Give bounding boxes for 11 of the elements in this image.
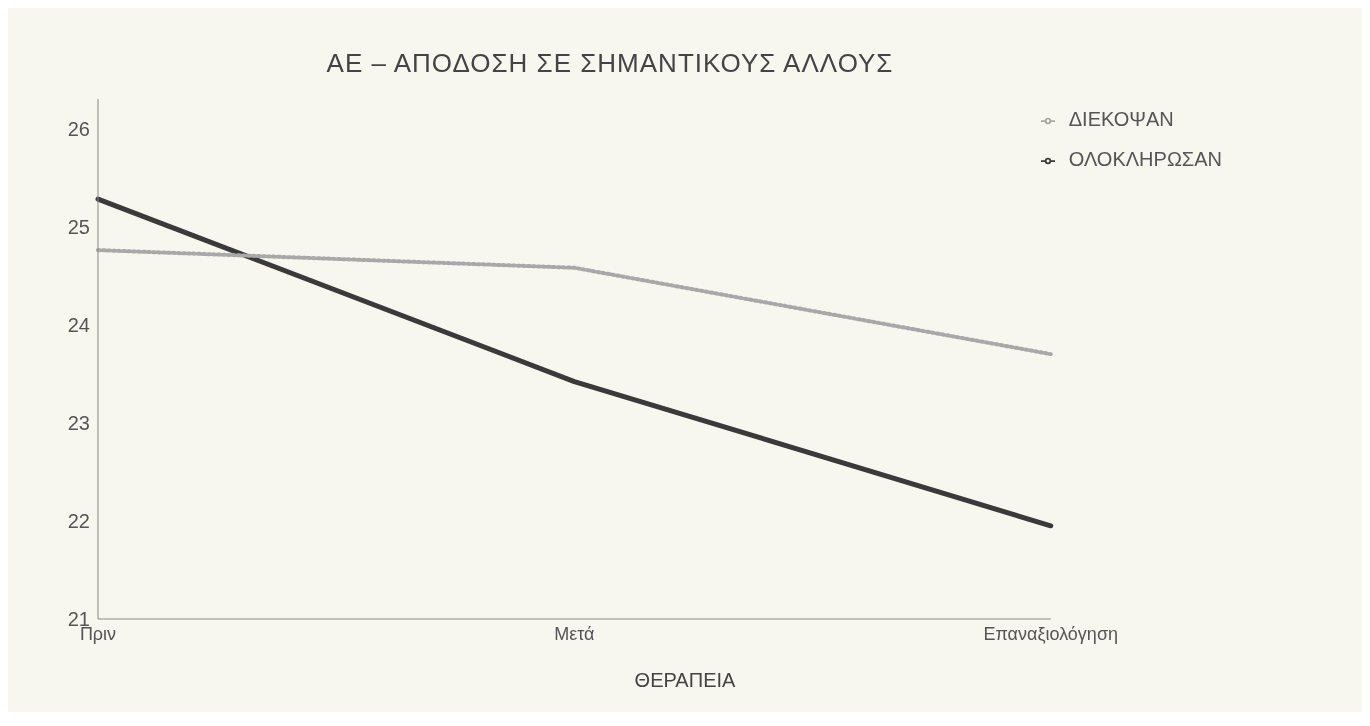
- chart-title: ΑΕ – ΑΠΟΔΟΣΗ ΣΕ ΣΗΜΑΝΤΙΚΟΥΣ ΑΛΛΟΥΣ: [325, 47, 895, 79]
- x-tick-label: Μετά: [554, 623, 595, 644]
- y-tick-label: 26: [67, 117, 90, 140]
- x-tick-label: Επαναξιολόγηση: [983, 623, 1119, 644]
- y-tick-label: 22: [67, 509, 90, 532]
- y-tick-label: 24: [67, 313, 90, 336]
- legend-label: ΔΙΕΚΟΨΑΝ: [1068, 108, 1174, 130]
- legend-label: ΟΛΟΚΛΗΡΩΣΑΝ: [1068, 148, 1222, 170]
- y-tick-label: 25: [67, 215, 90, 238]
- x-axis-title: ΘΕΡΑΠΕΙΑ: [633, 669, 737, 693]
- y-tick-label: 23: [67, 411, 90, 434]
